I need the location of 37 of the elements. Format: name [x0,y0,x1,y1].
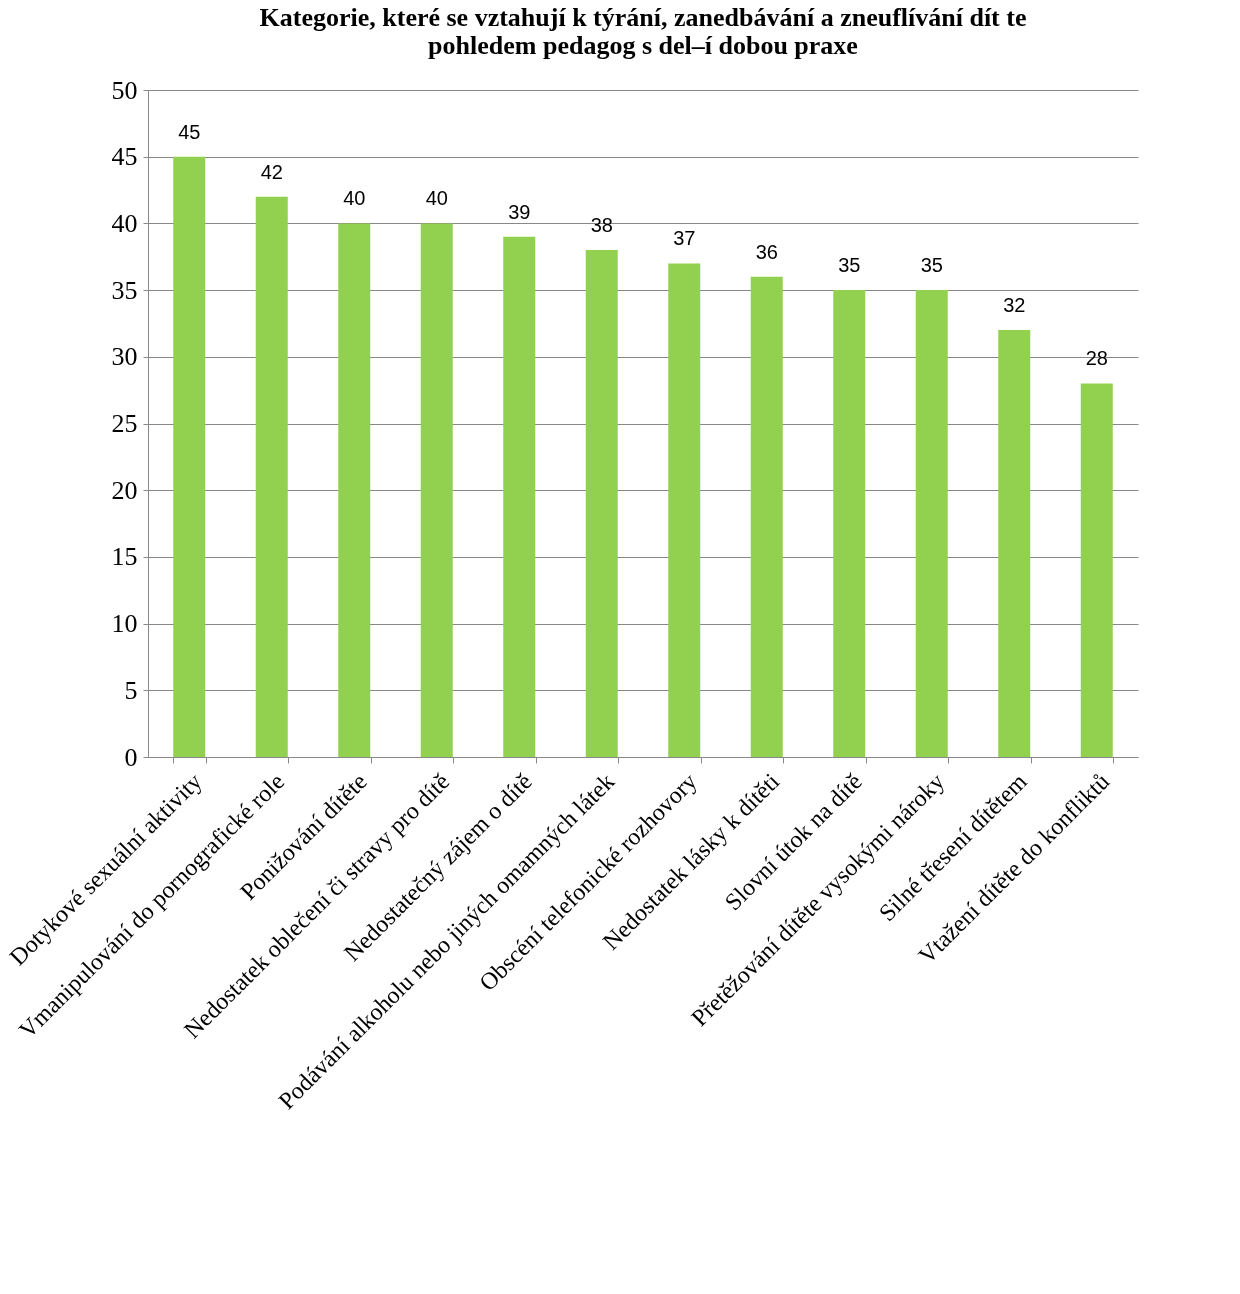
y-tick-label: 0 [124,742,138,772]
bar [833,290,866,757]
bar [420,223,453,757]
bar [503,236,536,757]
data-label: 32 [1003,294,1026,317]
bar [255,196,288,757]
bar [998,330,1031,757]
bar [915,290,948,757]
y-tick-label: 10 [111,609,138,639]
bar [585,250,618,757]
bar [173,156,206,757]
y-tick-label: 20 [111,475,138,505]
text: pohledem pedagog s del–í dobou praxe [428,31,858,60]
y-tick-label: 25 [111,409,138,438]
bar [338,223,371,757]
bar [668,263,701,757]
y-tick-label: 40 [111,208,138,238]
data-label: 37 [673,227,696,250]
data-label: 28 [1085,347,1108,370]
y-tick-label: 45 [111,142,138,172]
bar [750,276,783,757]
data-label: 40 [343,187,366,210]
y-tick-label: 15 [111,542,138,572]
data-label: 45 [178,120,201,143]
y-tick-label: 50 [111,75,138,105]
bar [1080,383,1113,757]
data-label: 36 [755,240,778,263]
data-label: 39 [508,200,531,223]
data-label: 35 [920,254,943,277]
y-tick-label: 5 [124,675,138,705]
data-label: 42 [260,160,283,183]
data-label: 35 [838,254,861,277]
data-label: 38 [590,214,613,237]
y-tick-label: 30 [111,342,138,372]
y-tick-label: 35 [111,275,138,305]
text: Kategorie, které se vztahují k týrání, zanedbávání a zneuflívání dít te [259,3,1027,32]
data-label: 40 [425,187,448,210]
